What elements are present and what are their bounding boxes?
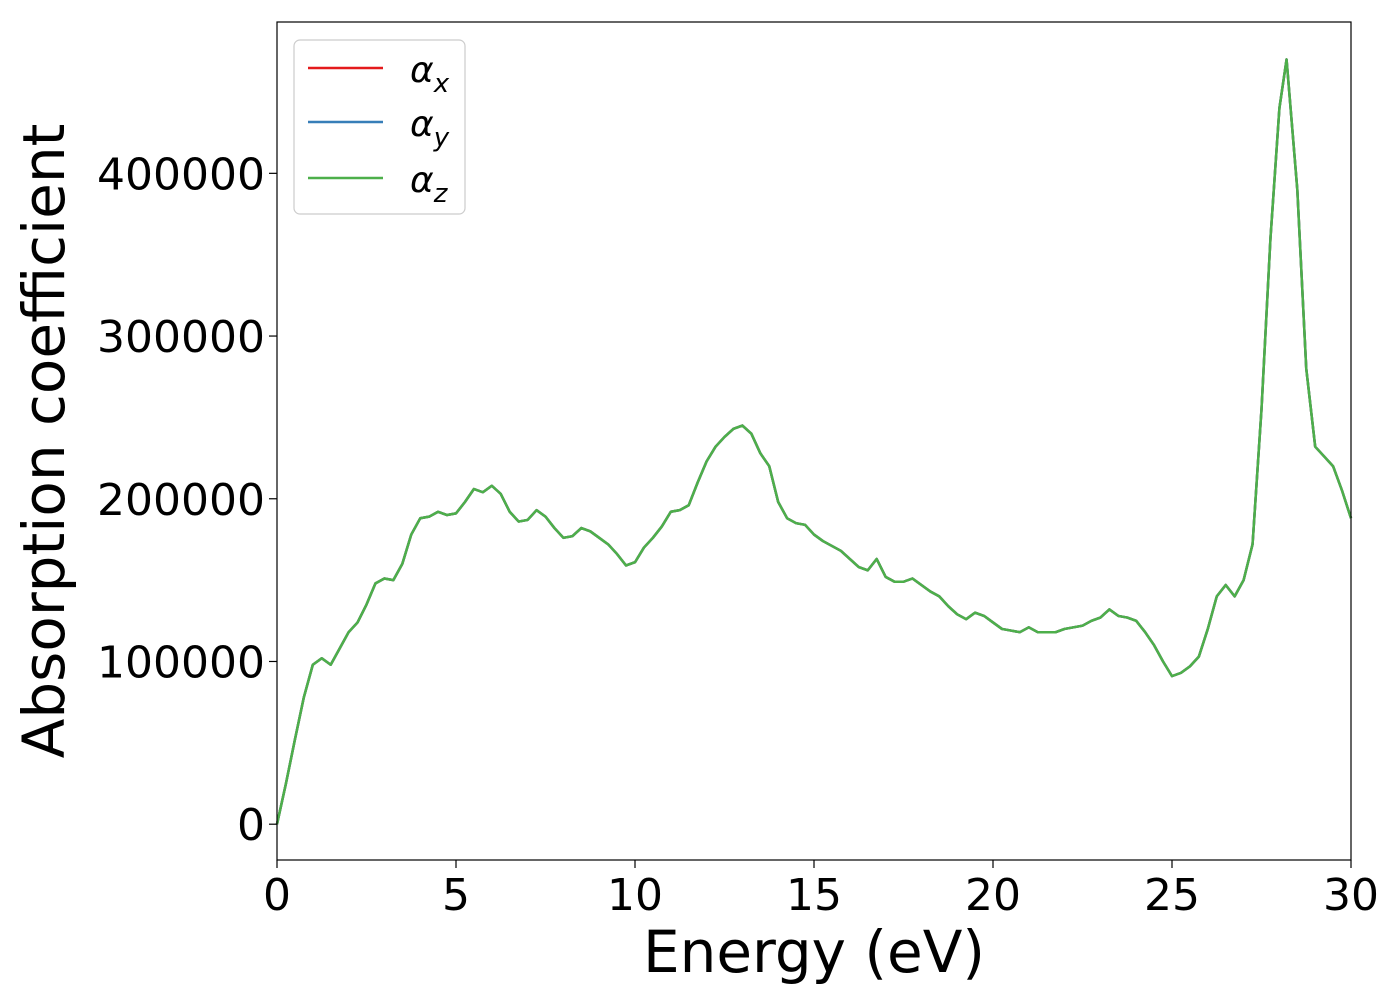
x-axis-label: Energy (eV) xyxy=(643,918,985,986)
x-tick-label: 15 xyxy=(786,870,842,921)
y-tick-label: 400000 xyxy=(97,149,265,200)
y-tick-label: 100000 xyxy=(97,637,265,688)
x-tick-label: 0 xyxy=(263,870,291,921)
y-axis-label: Absorption coefficient xyxy=(10,124,78,759)
y-axis-ticks: 0 100000 200000 300000 400000 xyxy=(97,149,277,851)
x-tick-label: 5 xyxy=(442,870,470,921)
legend-box xyxy=(293,39,466,215)
legend-label-x: αx xyxy=(410,50,450,99)
legend-label-y: αy xyxy=(410,104,450,153)
x-axis-ticks: 0 5 10 15 20 25 30 xyxy=(263,860,1379,921)
series-layer xyxy=(275,58,1353,825)
y-tick-label: 300000 xyxy=(97,312,265,363)
legend: αx αy αz xyxy=(293,39,466,215)
y-tick-label: 0 xyxy=(237,800,265,851)
x-tick-label: 30 xyxy=(1323,870,1379,921)
x-tick-label: 10 xyxy=(607,870,663,921)
x-tick-label: 20 xyxy=(965,870,1021,921)
y-tick-label: 200000 xyxy=(97,475,265,526)
x-tick-label: 25 xyxy=(1144,870,1200,921)
legend-label-z: αz xyxy=(410,160,449,209)
series-line-3 xyxy=(275,58,1353,825)
